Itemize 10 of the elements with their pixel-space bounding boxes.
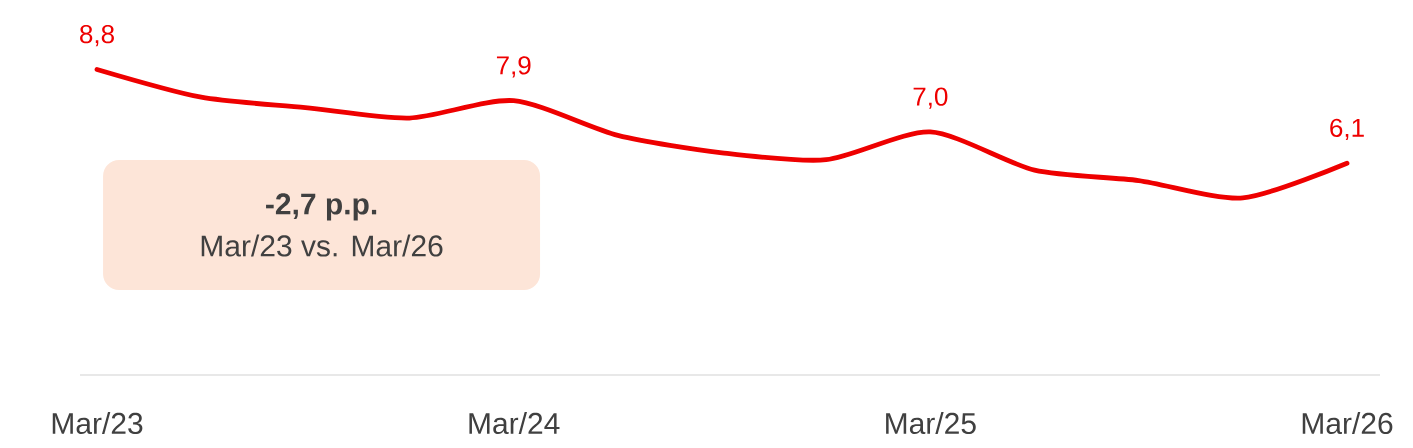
x-tick-label: Mar/26 bbox=[1302, 412, 1393, 435]
data-label: 7,0 bbox=[913, 87, 948, 109]
x-tick-label: Mar/23 bbox=[52, 412, 143, 435]
annotation: -2,7 p.p. bbox=[266, 193, 377, 221]
data-label: 7,9 bbox=[496, 56, 531, 78]
x-tick-label: Mar/25 bbox=[886, 412, 976, 435]
data-label: 8,8 bbox=[80, 24, 114, 47]
data-label: 6,1 bbox=[1330, 118, 1364, 141]
x-tick-label: Mar/24 bbox=[469, 412, 560, 435]
text: Mar/23 vs. Mar/26 bbox=[201, 234, 443, 257]
